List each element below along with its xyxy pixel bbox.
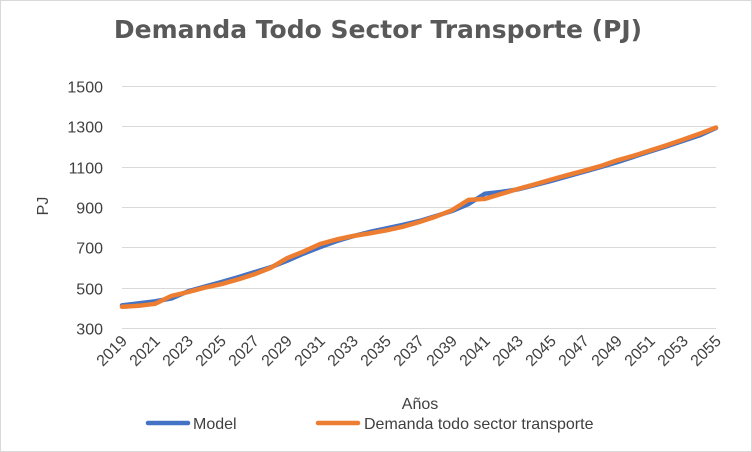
y-tick-label: 900 xyxy=(76,201,103,218)
y-tick-label: 1500 xyxy=(67,80,103,97)
series-line-demanda xyxy=(119,125,719,310)
y-tick-label: 1300 xyxy=(67,120,103,137)
y-axis-ticks: 300 500 700 900 1100 1300 1500 xyxy=(67,80,103,339)
legend-label: Demanda todo sector transporte xyxy=(364,416,594,433)
y-tick-label: 500 xyxy=(76,282,103,299)
chart-title: Demanda Todo Sector Transporte (PJ) xyxy=(114,15,642,44)
legend-label: Model xyxy=(193,416,237,433)
y-axis-label: PJ xyxy=(35,197,52,216)
y-tick-label: 300 xyxy=(76,322,103,339)
series-lines xyxy=(119,125,719,310)
legend: Model Demanda todo sector transporte xyxy=(145,416,594,433)
y-tick-label: 1100 xyxy=(69,161,104,178)
y-tick-label: 700 xyxy=(76,241,103,258)
x-axis-label: Años xyxy=(402,396,438,413)
gridlines xyxy=(122,86,716,329)
